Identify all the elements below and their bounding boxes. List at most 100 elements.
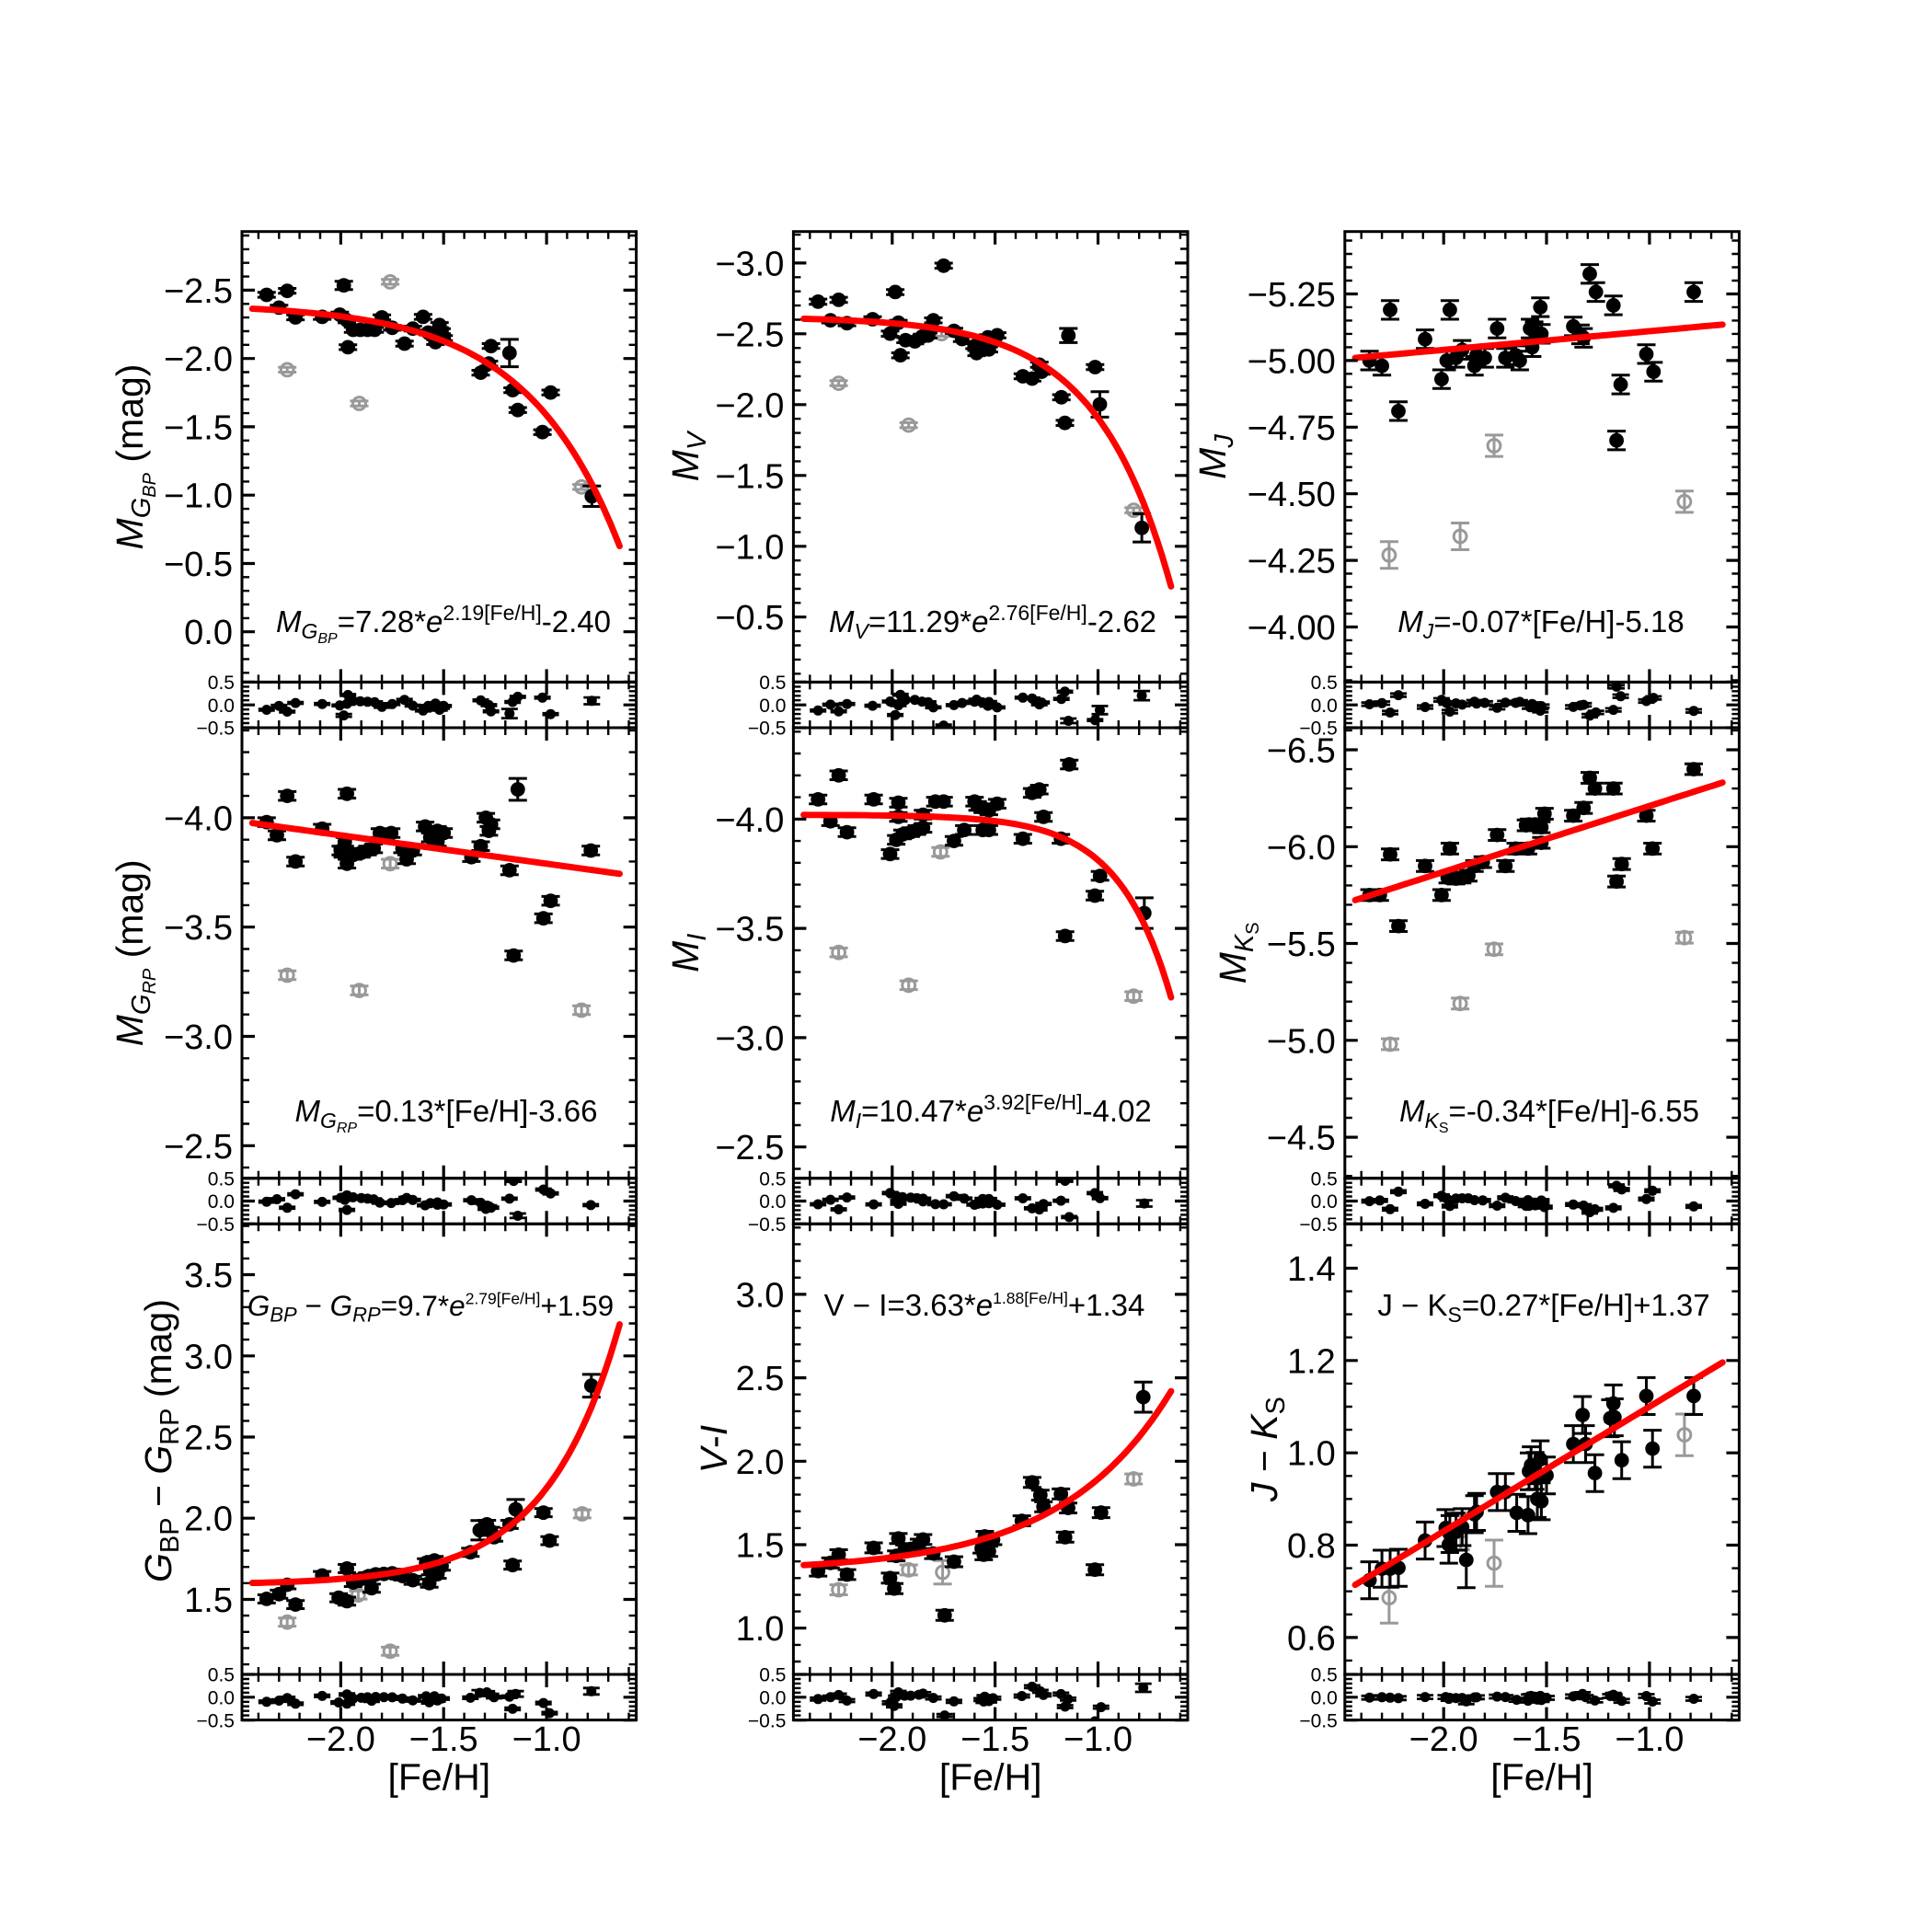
svg-text:MJ=-0.07*[Fe/H]-5.18: MJ=-0.07*[Fe/H]-5.18 xyxy=(1397,604,1684,643)
svg-text:1.2: 1.2 xyxy=(1287,1342,1336,1381)
svg-text:−1.0: −1.0 xyxy=(1615,1720,1684,1759)
svg-text:MGRP (mag): MGRP (mag) xyxy=(109,859,160,1046)
svg-text:−4.75: −4.75 xyxy=(1248,409,1336,448)
svg-text:0.5: 0.5 xyxy=(1311,1665,1338,1686)
svg-text:−2.0: −2.0 xyxy=(857,1720,926,1759)
svg-text:−1.5: −1.5 xyxy=(409,1720,478,1759)
svg-text:−3.0: −3.0 xyxy=(164,1018,233,1057)
svg-text:0.5: 0.5 xyxy=(208,1168,235,1190)
svg-text:3.0: 3.0 xyxy=(184,1338,233,1376)
svg-text:−2.0: −2.0 xyxy=(164,340,233,379)
svg-text:−0.5: −0.5 xyxy=(748,1214,786,1236)
svg-text:−0.5: −0.5 xyxy=(748,719,786,740)
svg-text:MJ: MJ xyxy=(1191,434,1239,479)
svg-text:J − KS=0.27*[Fe/H]+1.37: J − KS=0.27*[Fe/H]+1.37 xyxy=(1377,1288,1709,1327)
svg-text:MI: MI xyxy=(664,934,712,972)
svg-text:−1.0: −1.0 xyxy=(715,528,784,567)
svg-text:0.0: 0.0 xyxy=(759,1191,786,1213)
svg-text:MI=10.47*e3.92[Fe/H]-4.02: MI=10.47*e3.92[Fe/H]-4.02 xyxy=(830,1090,1152,1133)
svg-text:−4.00: −4.00 xyxy=(1248,609,1336,648)
svg-text:MV: MV xyxy=(664,430,712,481)
svg-text:−4.50: −4.50 xyxy=(1248,476,1336,514)
svg-text:1.5: 1.5 xyxy=(184,1581,233,1620)
svg-text:0.0: 0.0 xyxy=(208,1191,235,1213)
svg-text:−0.5: −0.5 xyxy=(197,1710,235,1731)
svg-text:0.6: 0.6 xyxy=(1287,1619,1336,1658)
svg-text:3.5: 3.5 xyxy=(184,1257,233,1295)
svg-text:−5.0: −5.0 xyxy=(1267,1022,1336,1061)
svg-text:−5.5: −5.5 xyxy=(1267,926,1336,964)
svg-text:2.5: 2.5 xyxy=(184,1420,233,1458)
svg-text:−1.5: −1.5 xyxy=(960,1720,1029,1759)
svg-text:V − I=3.63*e1.88[Fe/H]+1.34: V − I=3.63*e1.88[Fe/H]+1.34 xyxy=(824,1288,1145,1322)
svg-text:0.5: 0.5 xyxy=(759,1168,786,1190)
svg-text:[Fe/H]: [Fe/H] xyxy=(387,1756,490,1799)
svg-text:−2.5: −2.5 xyxy=(164,272,233,311)
svg-text:0.0: 0.0 xyxy=(1311,696,1338,717)
svg-text:MV=11.29*e2.76[Fe/H]-2.62: MV=11.29*e2.76[Fe/H]-2.62 xyxy=(829,601,1156,643)
svg-text:1.0: 1.0 xyxy=(1287,1435,1336,1474)
svg-text:0.0: 0.0 xyxy=(759,696,786,717)
svg-text:0.5: 0.5 xyxy=(1311,1168,1338,1190)
svg-text:−4.5: −4.5 xyxy=(1267,1120,1336,1158)
svg-text:V-I: V-I xyxy=(693,1425,735,1473)
svg-text:0.5: 0.5 xyxy=(208,1665,235,1686)
svg-text:MGRP=0.13*[Fe/H]-3.66: MGRP=0.13*[Fe/H]-3.66 xyxy=(294,1094,597,1136)
svg-text:0.0: 0.0 xyxy=(1311,1191,1338,1213)
svg-text:−2.0: −2.0 xyxy=(306,1720,375,1759)
svg-text:−0.5: −0.5 xyxy=(1299,719,1337,740)
svg-text:−1.0: −1.0 xyxy=(1064,1720,1133,1759)
svg-text:−6.5: −6.5 xyxy=(1267,732,1336,771)
svg-text:2.0: 2.0 xyxy=(736,1443,785,1482)
svg-text:−4.0: −4.0 xyxy=(715,801,784,840)
svg-text:−2.0: −2.0 xyxy=(1409,1720,1478,1759)
svg-text:−3.0: −3.0 xyxy=(715,245,784,283)
svg-text:0.5: 0.5 xyxy=(1311,673,1338,694)
svg-text:−0.5: −0.5 xyxy=(197,719,235,740)
svg-text:−1.5: −1.5 xyxy=(715,457,784,496)
svg-text:−1.0: −1.0 xyxy=(512,1720,581,1759)
svg-text:GBP − GRP (mag): GBP − GRP (mag) xyxy=(137,1299,185,1582)
svg-text:2.0: 2.0 xyxy=(184,1501,233,1539)
svg-text:−0.5: −0.5 xyxy=(748,1710,786,1731)
svg-text:0.5: 0.5 xyxy=(759,673,786,694)
svg-text:1.4: 1.4 xyxy=(1287,1250,1336,1289)
svg-text:MGBP (mag): MGBP (mag) xyxy=(109,364,160,550)
svg-text:[Fe/H]: [Fe/H] xyxy=(939,1756,1042,1799)
svg-text:J − KS: J − KS xyxy=(1243,1397,1291,1502)
svg-text:0.8: 0.8 xyxy=(1287,1527,1336,1566)
svg-text:3.0: 3.0 xyxy=(736,1276,785,1315)
svg-text:0.0: 0.0 xyxy=(184,614,233,652)
svg-text:−5.00: −5.00 xyxy=(1248,342,1336,381)
svg-text:0.0: 0.0 xyxy=(759,1688,786,1709)
svg-text:−4.25: −4.25 xyxy=(1248,543,1336,581)
svg-text:−0.5: −0.5 xyxy=(1299,1214,1337,1236)
svg-text:0.5: 0.5 xyxy=(759,1665,786,1686)
svg-text:−3.5: −3.5 xyxy=(715,911,784,949)
svg-text:−2.5: −2.5 xyxy=(715,316,784,354)
svg-text:1.0: 1.0 xyxy=(736,1610,785,1649)
svg-text:−0.5: −0.5 xyxy=(164,546,233,584)
svg-text:−2.5: −2.5 xyxy=(715,1129,784,1167)
svg-text:1.5: 1.5 xyxy=(736,1527,785,1566)
svg-text:−0.5: −0.5 xyxy=(715,599,784,638)
svg-text:−5.25: −5.25 xyxy=(1248,276,1336,315)
svg-text:−3.5: −3.5 xyxy=(164,909,233,948)
svg-text:MKS=-0.34*[Fe/H]-6.55: MKS=-0.34*[Fe/H]-6.55 xyxy=(1399,1094,1699,1136)
svg-text:−0.5: −0.5 xyxy=(1299,1710,1337,1731)
svg-text:MGBP=7.28*e2.19[Fe/H]-2.40: MGBP=7.28*e2.19[Fe/H]-2.40 xyxy=(276,601,611,647)
svg-text:−2.0: −2.0 xyxy=(715,386,784,425)
svg-text:2.5: 2.5 xyxy=(736,1360,785,1398)
svg-text:GBP − GRP=9.7*e2.79[Fe/H]+1.59: GBP − GRP=9.7*e2.79[Fe/H]+1.59 xyxy=(247,1289,614,1327)
svg-text:0.5: 0.5 xyxy=(208,673,235,694)
svg-text:−1.5: −1.5 xyxy=(164,408,233,447)
svg-text:0.0: 0.0 xyxy=(208,696,235,717)
svg-text:[Fe/H]: [Fe/H] xyxy=(1490,1756,1593,1799)
svg-text:−0.5: −0.5 xyxy=(197,1214,235,1236)
svg-text:0.0: 0.0 xyxy=(208,1688,235,1709)
svg-text:0.0: 0.0 xyxy=(1311,1688,1338,1709)
svg-text:−1.0: −1.0 xyxy=(164,477,233,516)
svg-text:−3.0: −3.0 xyxy=(715,1019,784,1058)
svg-text:−1.5: −1.5 xyxy=(1512,1720,1581,1759)
svg-text:−4.0: −4.0 xyxy=(164,799,233,838)
